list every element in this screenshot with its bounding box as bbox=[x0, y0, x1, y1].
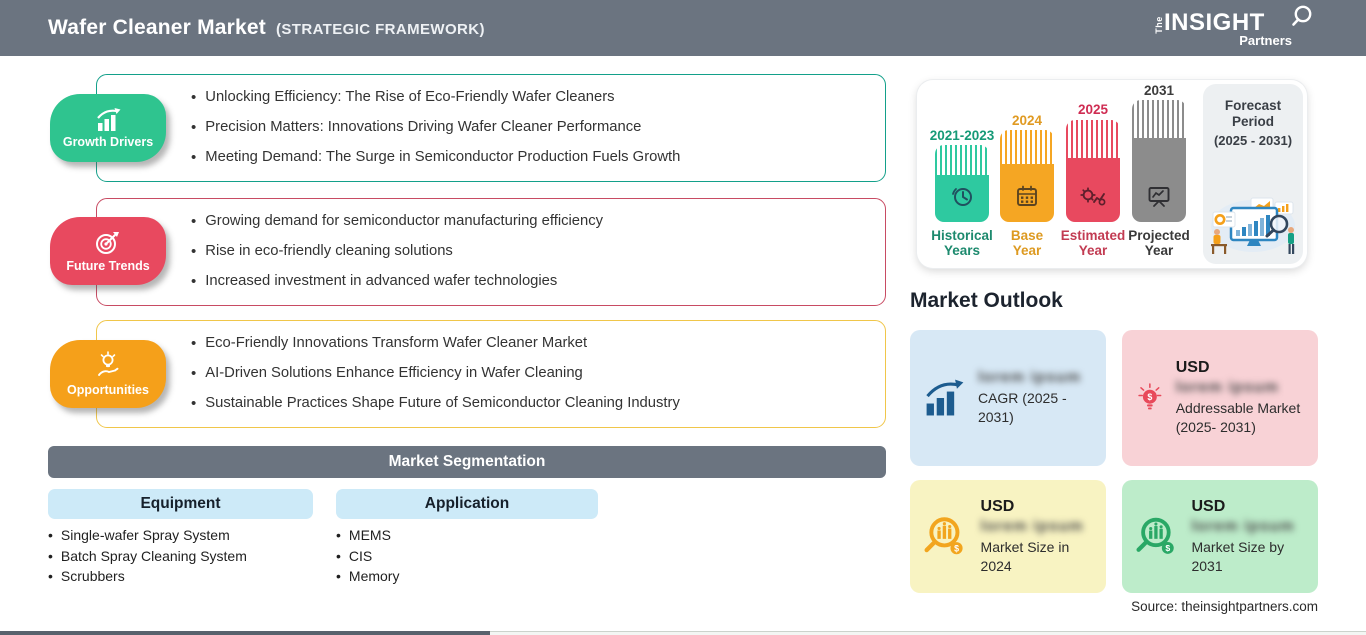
growth-chart-icon bbox=[97, 108, 121, 131]
year-label: 2031 bbox=[1143, 83, 1175, 98]
bar-body bbox=[935, 175, 989, 222]
gear-chart-icon bbox=[1080, 187, 1106, 206]
bar-stripe-cap bbox=[935, 145, 989, 175]
bar-body bbox=[1132, 138, 1186, 222]
target-dart-icon bbox=[96, 232, 119, 254]
magnifier-icon bbox=[1292, 5, 1312, 26]
list-item: Batch Spray Cleaning System bbox=[48, 546, 247, 567]
header-bar: Wafer Cleaner Market (STRATEGIC FRAMEWOR… bbox=[0, 0, 1366, 56]
page-title: Wafer Cleaner Market bbox=[48, 16, 266, 39]
list-item: CIS bbox=[336, 546, 399, 567]
bulb-dollar-icon: $ bbox=[1138, 383, 1162, 410]
historical-years-bar bbox=[935, 145, 989, 222]
clock-icon bbox=[952, 188, 972, 206]
future-trends-box: Growing demand for semiconductor manufac… bbox=[96, 198, 886, 306]
currency-label: USD bbox=[1175, 359, 1210, 376]
bar-stripe-cap bbox=[1000, 130, 1054, 164]
source-attribution: Source: theinsightpartners.com bbox=[1131, 599, 1318, 614]
magnifier-chart-icon: $ bbox=[1136, 517, 1174, 554]
projected-year-bar bbox=[1132, 100, 1186, 222]
forecast-timeline-panel: 2021-2023 2024 2025 2031 bbox=[917, 80, 1307, 268]
cagr-card: lorem ipsum CAGR (2025 - 2031) bbox=[910, 330, 1106, 466]
growth-driver-item: Precision Matters: Innovations Driving W… bbox=[191, 119, 885, 137]
redacted-value: lorem ipsum bbox=[980, 517, 1084, 535]
opportunities-box: Eco-Friendly Innovations Transform Wafer… bbox=[96, 320, 886, 428]
year-label: 2025 bbox=[1077, 102, 1109, 117]
growth-drivers-badge: Growth Drivers bbox=[50, 94, 166, 162]
badge-label: Future Trends bbox=[66, 259, 150, 273]
growth-drivers-box: Unlocking Efficiency: The Rise of Eco-Fr… bbox=[96, 74, 886, 182]
magnifier-chart-icon: $ bbox=[924, 516, 963, 554]
redacted-value: lorem ipsum bbox=[1191, 517, 1295, 535]
growth-driver-item: Meeting Demand: The Surge in Semiconduct… bbox=[191, 149, 885, 167]
badge-label: Opportunities bbox=[67, 383, 149, 397]
list-item: Memory bbox=[336, 566, 400, 587]
logo-the-text: The bbox=[1153, 16, 1164, 34]
segment-header: Equipment bbox=[140, 495, 221, 512]
equipment-list: Single-wafer Spray System Batch Spray Cl… bbox=[48, 525, 247, 587]
svg-text:$: $ bbox=[1147, 392, 1152, 402]
market-segmentation-header: Market Segmentation bbox=[48, 446, 886, 478]
growth-driver-item: Unlocking Efficiency: The Rise of Eco-Fr… bbox=[191, 89, 885, 107]
future-trend-item: Rise in eco-friendly cleaning solutions bbox=[191, 243, 885, 261]
segment-column-equipment: Equipment bbox=[48, 489, 313, 519]
future-trends-badge: Future Trends bbox=[50, 217, 166, 285]
segment-header: Application bbox=[424, 495, 510, 512]
growth-chart-icon bbox=[926, 379, 964, 416]
market-size-2024-card: $ USD lorem ipsum Market Size in 2024 bbox=[910, 480, 1106, 593]
forecast-period-range: (2025 - 2031) bbox=[1213, 133, 1293, 148]
analytics-illustration bbox=[1211, 197, 1295, 254]
forecast-period-panel: Forecast Period (2025 - 2031) bbox=[1203, 84, 1303, 264]
bottom-edge-dark-strip bbox=[0, 631, 490, 635]
year-label: 2024 bbox=[1011, 113, 1043, 128]
svg-text:$: $ bbox=[954, 543, 959, 553]
opportunities-badge: Opportunities bbox=[50, 340, 166, 408]
bar-stripe-cap bbox=[1132, 100, 1186, 138]
bar-body bbox=[1066, 158, 1120, 222]
logo-insight-text: INSIGHT bbox=[1164, 9, 1265, 36]
bar-caption: Projected Year bbox=[1128, 228, 1190, 258]
list-item: Scrubbers bbox=[48, 566, 247, 587]
bar-caption: Historical Years bbox=[931, 228, 993, 258]
base-year-bar bbox=[1000, 130, 1054, 222]
currency-label: USD bbox=[980, 497, 1015, 515]
bar-stripe-cap bbox=[1066, 120, 1120, 158]
opportunity-item: Sustainable Practices Shape Future of Se… bbox=[191, 395, 885, 413]
estimated-year-bar bbox=[1066, 120, 1120, 222]
market-segmentation-title: Market Segmentation bbox=[388, 453, 546, 470]
insight-partners-logo: The INSIGHT Partners bbox=[1153, 5, 1312, 50]
bottom-edge-light-strip bbox=[490, 631, 1366, 635]
bulb-hand-icon bbox=[98, 351, 119, 376]
addressable-market-card: $ USD lorem ipsum Addressable Market (20… bbox=[1122, 330, 1318, 466]
bar-caption: Base Year bbox=[1010, 228, 1044, 258]
presentation-icon bbox=[1148, 187, 1170, 207]
forecast-period-label: Forecast Period bbox=[1224, 98, 1282, 129]
market-size-2031-card: $ USD lorem ipsum Market Size by 2031 bbox=[1122, 480, 1318, 593]
svg-text:$: $ bbox=[1165, 543, 1170, 553]
segment-column-application: Application bbox=[336, 489, 598, 519]
year-label: 2021-2023 bbox=[929, 128, 995, 143]
bar-caption: Estimated Year bbox=[1060, 228, 1126, 258]
opportunity-item: AI-Driven Solutions Enhance Efficiency i… bbox=[191, 365, 885, 383]
header-titles: Wafer Cleaner Market (STRATEGIC FRAMEWOR… bbox=[48, 16, 485, 40]
card-label: Market Size in 2024 bbox=[980, 538, 1070, 574]
card-label: Market Size by 2031 bbox=[1191, 538, 1285, 574]
list-item: MEMS bbox=[336, 525, 399, 546]
calendar-icon bbox=[1017, 185, 1037, 206]
badge-label: Growth Drivers bbox=[62, 135, 154, 149]
redacted-value: lorem ipsum bbox=[1175, 379, 1279, 396]
card-label: Addressable Market (2025- 2031) bbox=[1175, 400, 1301, 435]
application-list: MEMS CIS Memory bbox=[336, 525, 400, 587]
logo-partners-text: Partners bbox=[1239, 33, 1292, 48]
list-item: Single-wafer Spray System bbox=[48, 525, 247, 546]
currency-label: USD bbox=[1191, 497, 1226, 515]
future-trend-item: Growing demand for semiconductor manufac… bbox=[191, 213, 885, 231]
future-trend-item: Increased investment in advanced wafer t… bbox=[191, 273, 885, 291]
market-outlook-title: Market Outlook bbox=[910, 289, 1063, 312]
page-subtitle: (STRATEGIC FRAMEWORK) bbox=[275, 21, 485, 38]
card-label: CAGR (2025 - 2031) bbox=[977, 390, 1067, 425]
bar-body bbox=[1000, 164, 1054, 222]
opportunity-item: Eco-Friendly Innovations Transform Wafer… bbox=[191, 335, 885, 353]
redacted-value: lorem ipsum bbox=[977, 369, 1082, 386]
